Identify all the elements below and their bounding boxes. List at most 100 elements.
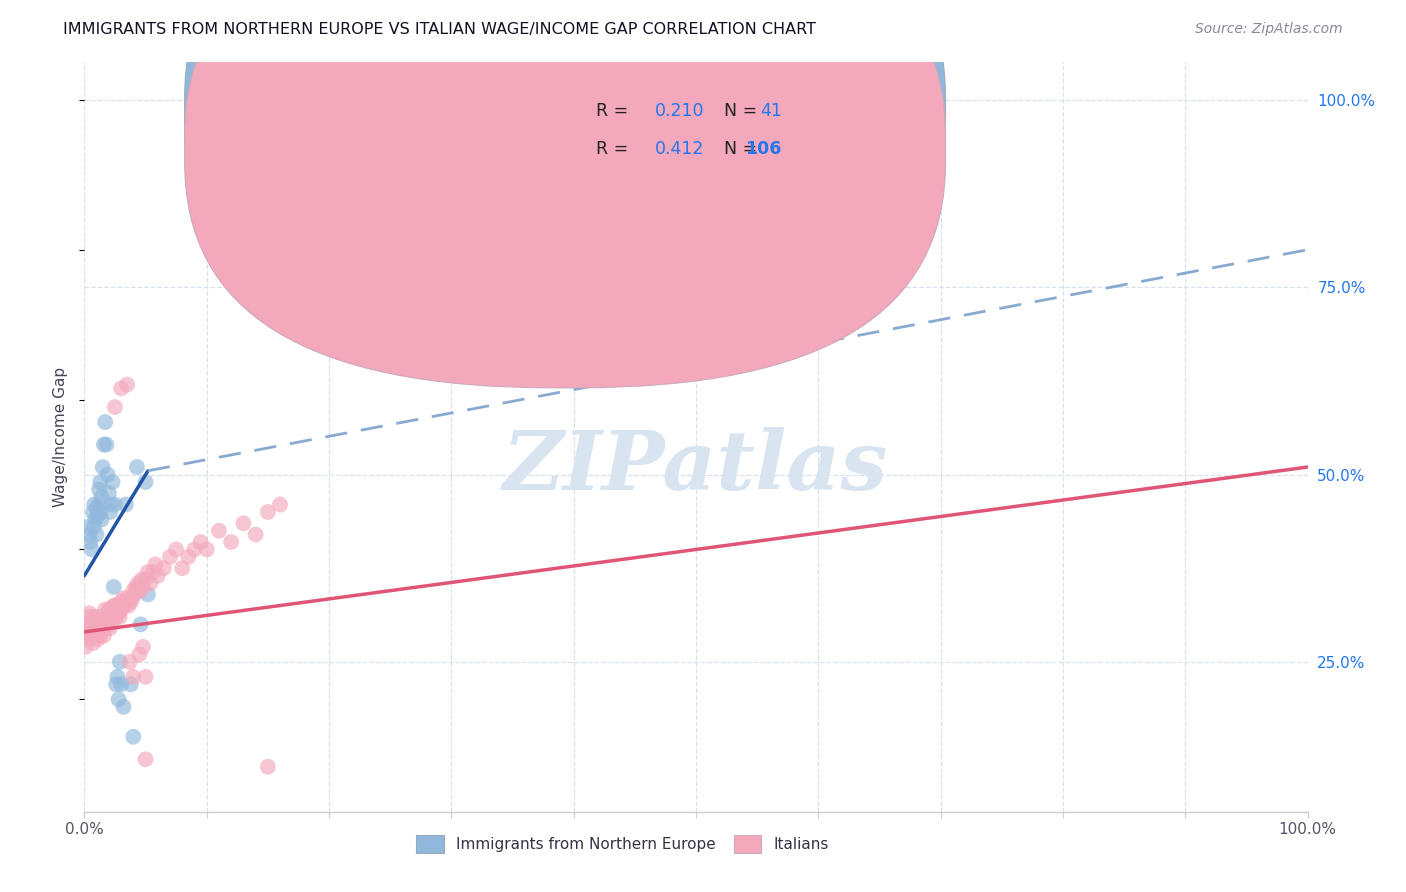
Point <box>93 614 115 628</box>
Point <box>103 606 125 620</box>
Point <box>89 505 111 519</box>
Text: IMMIGRANTS FROM NORTHERN EUROPE VS ITALIAN WAGE/INCOME GAP CORRELATION CHART: IMMIGRANTS FROM NORTHERN EUROPE VS ITALI… <box>63 22 817 37</box>
Point <box>110 677 132 691</box>
Point <box>75 624 97 639</box>
Text: R =: R = <box>596 102 634 120</box>
Point <box>90 614 112 628</box>
Point <box>124 587 146 601</box>
Point <box>108 610 131 624</box>
Point <box>101 475 124 489</box>
Point <box>82 505 104 519</box>
Point <box>104 610 127 624</box>
Point <box>89 629 111 643</box>
Point <box>142 565 165 579</box>
Point <box>97 610 120 624</box>
Point <box>77 520 100 534</box>
Point <box>112 591 135 606</box>
Point <box>97 486 120 500</box>
Point <box>257 760 280 774</box>
Point <box>104 400 127 414</box>
Point <box>110 602 132 616</box>
Text: 106: 106 <box>745 140 782 158</box>
Point <box>122 730 145 744</box>
Legend: Immigrants from Northern Europe, Italians: Immigrants from Northern Europe, Italian… <box>409 828 837 860</box>
Point <box>89 617 111 632</box>
Point <box>100 602 122 616</box>
Point <box>84 512 107 526</box>
Point <box>159 549 181 564</box>
Point <box>135 573 157 587</box>
Text: ZIPatlas: ZIPatlas <box>503 427 889 507</box>
Point <box>100 498 122 512</box>
Point <box>91 460 114 475</box>
Point <box>143 558 166 572</box>
Point <box>90 490 112 504</box>
Point <box>103 580 125 594</box>
Point <box>87 614 110 628</box>
Point <box>269 498 291 512</box>
Point <box>96 621 118 635</box>
Point <box>89 475 111 489</box>
Point <box>135 752 157 766</box>
Y-axis label: Wage/Income Gap: Wage/Income Gap <box>53 367 69 508</box>
Point <box>93 437 115 451</box>
Point <box>90 624 112 639</box>
Text: R =: R = <box>596 140 634 158</box>
Point <box>245 527 267 541</box>
Point <box>77 527 100 541</box>
Point <box>98 610 121 624</box>
Point <box>75 640 97 654</box>
Point <box>82 636 104 650</box>
Point <box>87 508 110 523</box>
Point <box>190 535 212 549</box>
Point <box>125 580 148 594</box>
Point <box>129 617 152 632</box>
Point <box>100 610 122 624</box>
Point <box>105 606 128 620</box>
Point <box>165 542 187 557</box>
Point <box>135 475 157 489</box>
Text: 41: 41 <box>759 102 782 120</box>
FancyBboxPatch shape <box>537 88 855 171</box>
Point <box>98 621 121 635</box>
Point <box>80 542 103 557</box>
Point <box>105 610 128 624</box>
Point <box>101 614 124 628</box>
Point <box>97 467 120 482</box>
Point <box>86 617 108 632</box>
Point <box>87 483 110 497</box>
Point <box>127 576 149 591</box>
Point <box>82 617 104 632</box>
Point <box>80 614 103 628</box>
Point <box>208 524 231 538</box>
Point <box>129 583 152 598</box>
Point <box>83 498 105 512</box>
Point <box>120 595 142 609</box>
Point <box>108 655 131 669</box>
Point <box>108 602 131 616</box>
Point <box>114 599 136 613</box>
Point <box>90 512 112 526</box>
Point <box>118 655 141 669</box>
Text: N =: N = <box>724 140 763 158</box>
Point <box>177 549 200 564</box>
Point <box>136 587 159 601</box>
Point <box>94 415 117 429</box>
Point <box>96 610 118 624</box>
Point <box>77 621 100 635</box>
Point <box>79 629 101 643</box>
Point <box>115 595 138 609</box>
Point <box>96 437 118 451</box>
Point <box>125 460 148 475</box>
Point <box>132 640 155 654</box>
Point <box>79 617 101 632</box>
Point <box>91 621 114 635</box>
Point <box>112 699 135 714</box>
Point <box>232 516 254 531</box>
Point <box>115 498 138 512</box>
Point <box>77 606 100 620</box>
Point <box>105 602 128 616</box>
Point <box>122 670 145 684</box>
Point <box>101 606 124 620</box>
Point <box>97 614 120 628</box>
